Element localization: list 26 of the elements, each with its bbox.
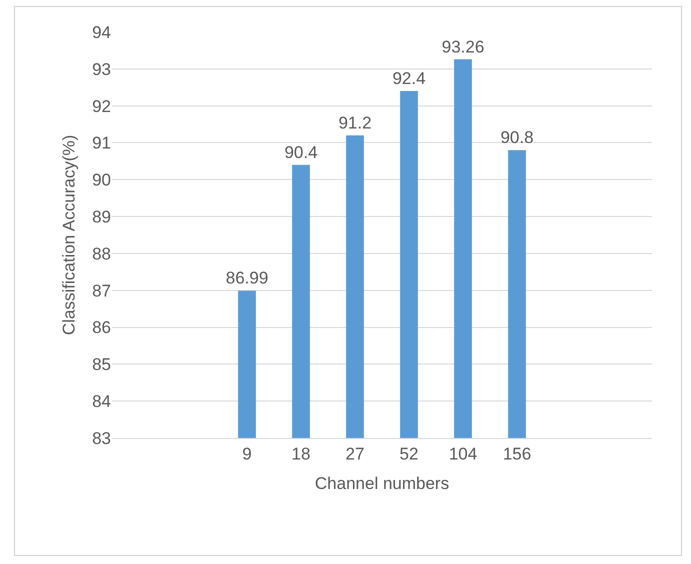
x-tick-label: 27 <box>346 444 364 464</box>
y-tick-label: 94 <box>92 22 111 42</box>
data-label: 93.26 <box>442 37 484 56</box>
data-label: 90.4 <box>284 142 318 162</box>
y-tick-label: 89 <box>92 208 111 226</box>
x-tick-label: 104 <box>448 444 478 464</box>
data-label: 92.4 <box>392 69 426 88</box>
x-axis-title: Channel numbers <box>314 474 450 493</box>
y-tick-label: 88 <box>92 244 111 264</box>
y-axis-title: Classification Accuracy(%) <box>60 134 79 336</box>
x-tick-label: 9 <box>242 444 252 464</box>
y-tick-label: 93 <box>92 60 111 79</box>
x-tick-label: 156 <box>502 444 532 464</box>
x-tick-label: 52 <box>400 444 418 464</box>
y-tick-label: 84 <box>92 392 111 412</box>
y-tick-label: 86 <box>92 318 111 338</box>
data-label: 86.99 <box>226 268 268 288</box>
y-tick-label: 85 <box>92 355 111 374</box>
data-label: 91.2 <box>338 113 372 132</box>
y-tick-label: 87 <box>92 281 111 300</box>
y-tick-label: 83 <box>92 428 111 448</box>
x-tick-label: 18 <box>292 444 310 464</box>
data-label: 90.8 <box>500 128 534 148</box>
y-tick-label: 90 <box>92 170 111 190</box>
y-tick-label: 91 <box>92 134 111 153</box>
y-tick-label: 92 <box>92 96 111 116</box>
